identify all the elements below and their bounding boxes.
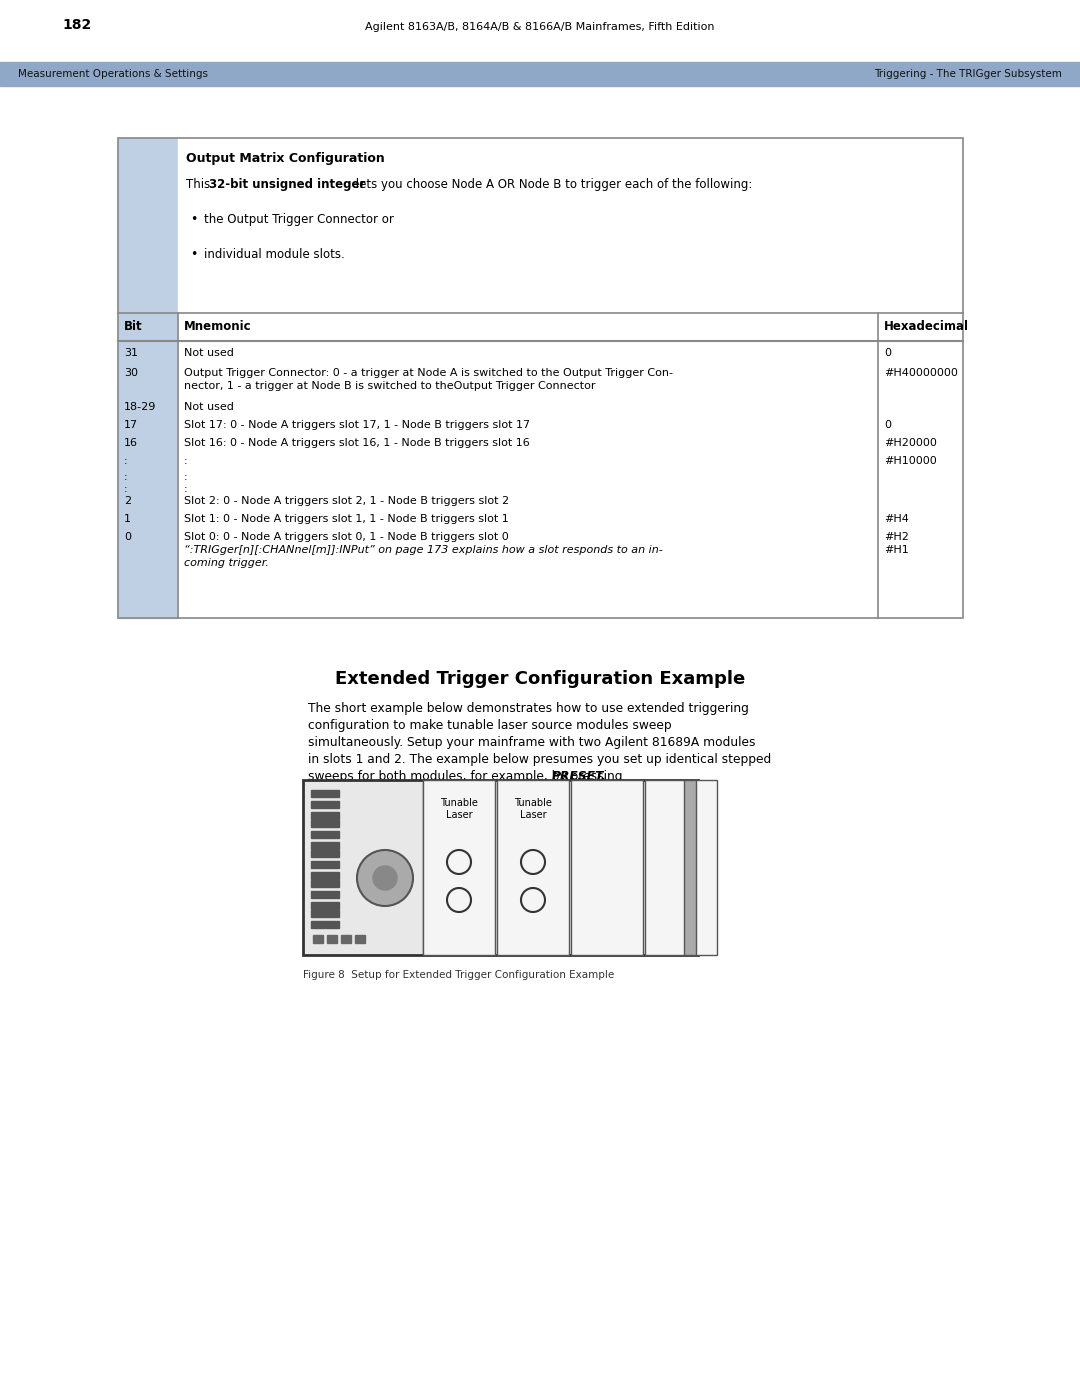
Text: Tunable
Laser: Tunable Laser xyxy=(440,798,478,820)
Text: Measurement Operations & Settings: Measurement Operations & Settings xyxy=(18,68,208,80)
Text: 0: 0 xyxy=(124,532,131,542)
Bar xyxy=(684,780,696,956)
Text: :: : xyxy=(184,455,188,467)
Bar xyxy=(118,138,963,617)
Text: 16: 16 xyxy=(124,439,138,448)
Bar xyxy=(571,780,643,956)
Text: Not used: Not used xyxy=(184,348,234,358)
Bar xyxy=(311,849,339,856)
Bar xyxy=(311,820,339,827)
Text: “:TRIGger[n][:CHANnel[m]]:INPut” on page 173 explains how a slot responds to an : “:TRIGger[n][:CHANnel[m]]:INPut” on page… xyxy=(184,545,663,555)
Bar xyxy=(311,891,339,898)
Text: 182: 182 xyxy=(62,18,91,32)
Text: #H4: #H4 xyxy=(885,514,909,524)
Text: Mnemonic: Mnemonic xyxy=(184,320,252,332)
Text: #H10000: #H10000 xyxy=(885,455,936,467)
Text: 1: 1 xyxy=(124,514,131,524)
Circle shape xyxy=(357,849,413,907)
Text: •: • xyxy=(190,249,198,261)
Bar xyxy=(311,789,339,798)
Bar xyxy=(355,935,365,943)
Text: :: : xyxy=(184,483,188,495)
Text: :: : xyxy=(124,483,127,495)
Bar xyxy=(311,831,339,838)
Bar xyxy=(118,138,178,617)
Text: 32-bit unsigned integer: 32-bit unsigned integer xyxy=(210,177,365,191)
Text: 30: 30 xyxy=(124,367,138,379)
Bar xyxy=(311,842,339,849)
Text: Slot 16: 0 - Node A triggers slot 16, 1 - Node B triggers slot 16: Slot 16: 0 - Node A triggers slot 16, 1 … xyxy=(184,439,530,448)
Text: Output Matrix Configuration: Output Matrix Configuration xyxy=(186,152,384,165)
Bar xyxy=(311,921,339,928)
Bar xyxy=(0,61,1080,87)
Text: :: : xyxy=(184,472,188,482)
Text: 0: 0 xyxy=(885,348,891,358)
Text: Slot 17: 0 - Node A triggers slot 17, 1 - Node B triggers slot 17: Slot 17: 0 - Node A triggers slot 17, 1 … xyxy=(184,420,530,430)
Text: Tunable
Laser: Tunable Laser xyxy=(514,798,552,820)
Text: #H2: #H2 xyxy=(885,532,909,542)
Text: #H40000000: #H40000000 xyxy=(885,367,958,379)
Bar xyxy=(303,780,698,956)
Text: Triggering - The TRIGger Subsystem: Triggering - The TRIGger Subsystem xyxy=(874,68,1062,80)
Text: Hexadecimal: Hexadecimal xyxy=(885,320,969,332)
Text: This: This xyxy=(186,177,214,191)
Bar xyxy=(178,138,963,617)
Text: nector, 1 - a trigger at Node B is switched to theOutput Trigger Connector: nector, 1 - a trigger at Node B is switc… xyxy=(184,381,595,391)
Text: 18-29: 18-29 xyxy=(124,402,157,412)
Text: Output Trigger Connector: 0 - a trigger at Node A is switched to the Output Trig: Output Trigger Connector: 0 - a trigger … xyxy=(184,367,673,379)
Bar xyxy=(311,902,339,909)
Text: :: : xyxy=(124,455,127,467)
Text: Figure 8  Setup for Extended Trigger Configuration Example: Figure 8 Setup for Extended Trigger Conf… xyxy=(303,970,615,981)
Bar xyxy=(311,909,339,916)
Bar xyxy=(311,880,339,887)
Text: 0: 0 xyxy=(885,420,891,430)
Bar xyxy=(311,800,339,807)
Text: Slot 0: 0 - Node A triggers slot 0, 1 - Node B triggers slot 0: Slot 0: 0 - Node A triggers slot 0, 1 - … xyxy=(184,532,509,542)
Circle shape xyxy=(373,866,397,890)
Text: the Output Trigger Connector or: the Output Trigger Connector or xyxy=(204,212,394,226)
Bar xyxy=(313,935,323,943)
Text: individual module slots.: individual module slots. xyxy=(204,249,345,261)
Text: simultaneously. Setup your mainframe with two Agilent 81689A modules: simultaneously. Setup your mainframe wit… xyxy=(308,736,756,749)
Text: •: • xyxy=(190,212,198,226)
Bar xyxy=(311,812,339,819)
Text: #H20000: #H20000 xyxy=(885,439,936,448)
Text: :: : xyxy=(124,472,127,482)
Text: 2: 2 xyxy=(124,496,131,506)
Bar xyxy=(327,935,337,943)
Text: coming trigger.: coming trigger. xyxy=(184,557,269,569)
Text: Extended Trigger Configuration Example: Extended Trigger Configuration Example xyxy=(335,671,745,687)
Text: Bit: Bit xyxy=(124,320,143,332)
Text: The short example below demonstrates how to use extended triggering: The short example below demonstrates how… xyxy=(308,703,748,715)
Text: in slots 1 and 2. The example below presumes you set up identical stepped: in slots 1 and 2. The example below pres… xyxy=(308,753,771,766)
Bar xyxy=(311,861,339,868)
Text: PRESET.: PRESET. xyxy=(552,770,607,782)
Text: 17: 17 xyxy=(124,420,138,430)
Text: configuration to make tunable laser source modules sweep: configuration to make tunable laser sour… xyxy=(308,719,672,732)
Text: Slot 1: 0 - Node A triggers slot 1, 1 - Node B triggers slot 1: Slot 1: 0 - Node A triggers slot 1, 1 - … xyxy=(184,514,509,524)
Text: Slot 2: 0 - Node A triggers slot 2, 1 - Node B triggers slot 2: Slot 2: 0 - Node A triggers slot 2, 1 - … xyxy=(184,496,509,506)
Text: sweeps for both modules, for example, by pressing: sweeps for both modules, for example, by… xyxy=(308,770,626,782)
Text: Not used: Not used xyxy=(184,402,234,412)
Text: #H1: #H1 xyxy=(885,545,908,555)
Text: Agilent 8163A/B, 8164A/B & 8166A/B Mainframes, Fifth Edition: Agilent 8163A/B, 8164A/B & 8166A/B Mainf… xyxy=(365,22,715,32)
Bar xyxy=(645,780,717,956)
Bar xyxy=(423,780,495,956)
Text: lets you choose Node A OR Node B to trigger each of the following:: lets you choose Node A OR Node B to trig… xyxy=(352,177,753,191)
Bar xyxy=(341,935,351,943)
Text: 31: 31 xyxy=(124,348,138,358)
Bar xyxy=(311,872,339,879)
Bar xyxy=(497,780,569,956)
